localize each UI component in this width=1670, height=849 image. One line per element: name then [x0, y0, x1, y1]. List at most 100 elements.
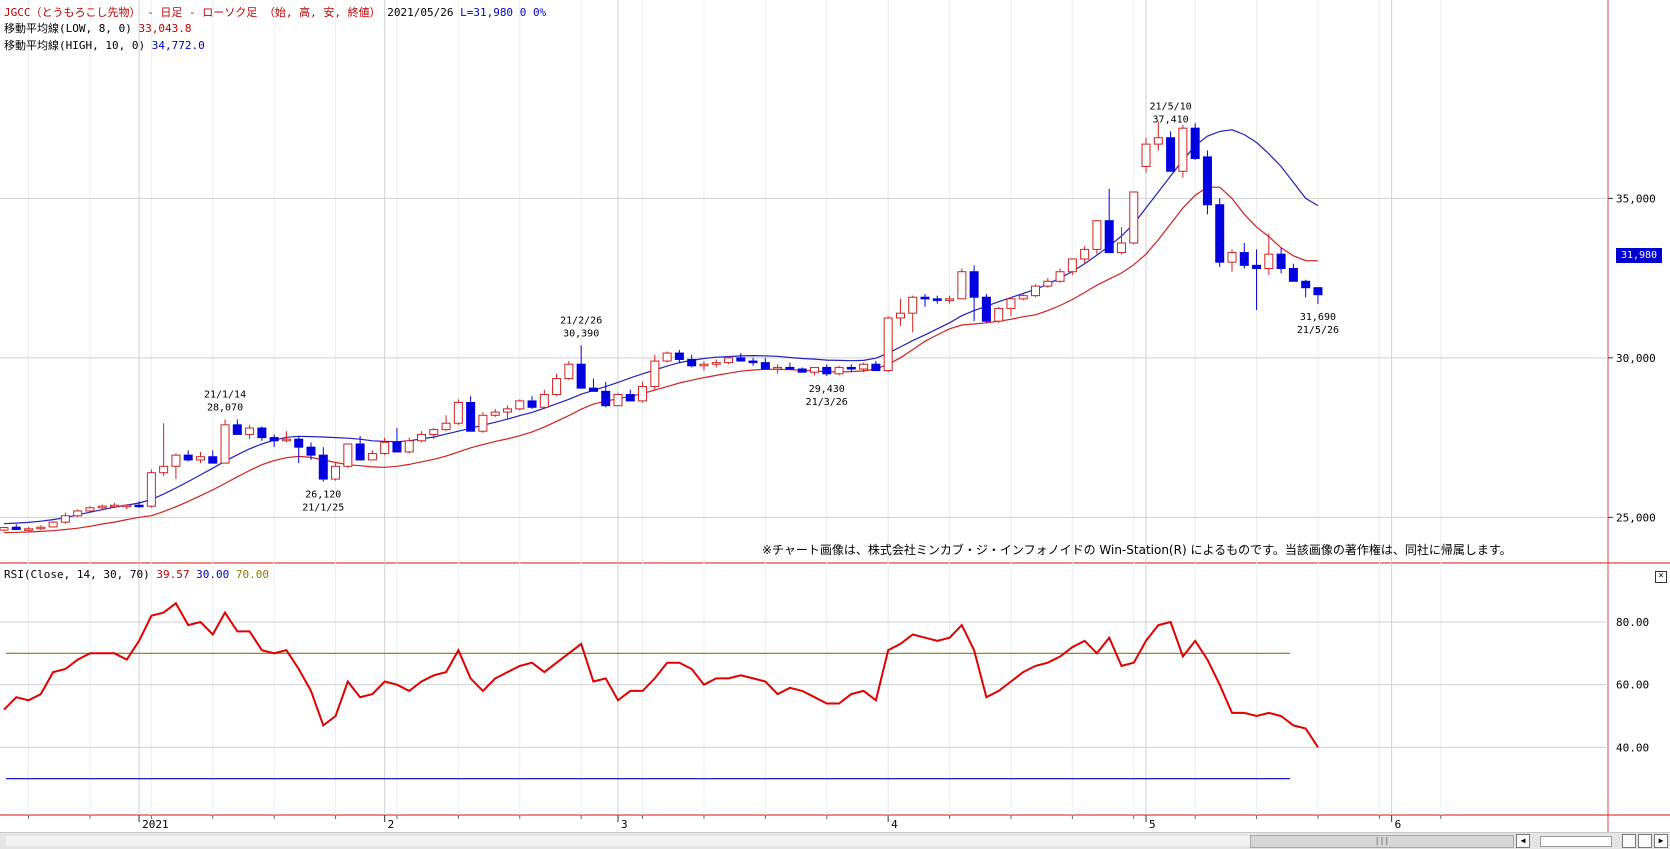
annotation-line-2: 28,070	[207, 402, 243, 413]
candle-down	[871, 363, 881, 372]
candle-down	[932, 298, 942, 301]
x-tick-label: 2	[388, 818, 395, 831]
candle-down	[392, 441, 402, 453]
candle-up	[613, 394, 623, 407]
candle-down	[674, 352, 684, 360]
candle-up	[404, 440, 414, 453]
candle-up	[110, 504, 120, 508]
candle-down	[183, 454, 193, 461]
candle-up	[662, 352, 672, 362]
candle-up	[85, 507, 95, 512]
scroll-left-icon[interactable]: ◀	[1516, 834, 1530, 848]
candle-down	[760, 362, 770, 370]
candle-down	[1252, 264, 1262, 270]
candle-up	[331, 465, 341, 480]
candle-up	[564, 363, 574, 380]
scroll-right-icon[interactable]: ▶	[1654, 834, 1668, 848]
candle-down	[1190, 127, 1200, 159]
candle-up	[48, 521, 58, 528]
candle-down	[355, 443, 365, 461]
candle-down	[736, 357, 746, 362]
rsi-low: 30.00	[196, 568, 230, 581]
candle-up	[908, 296, 918, 314]
candle-up	[171, 454, 181, 467]
x-tick-label: 2021	[142, 818, 169, 831]
rsi-label: RSI(Close, 14, 30, 70)	[4, 568, 150, 581]
annotation-line-1: 21/1/14	[204, 389, 246, 400]
candle-up	[60, 515, 70, 523]
candle-up	[417, 433, 427, 442]
candle-down	[687, 358, 697, 367]
candle-down	[294, 438, 304, 448]
annotation-line-2: 37,410	[1153, 114, 1189, 125]
candle-up	[895, 312, 905, 319]
candle-down	[1104, 220, 1114, 254]
candle-up	[1141, 143, 1151, 167]
candle-up	[1043, 280, 1053, 287]
candle-down	[1239, 252, 1249, 266]
price-tick-label: 25,000	[1616, 511, 1656, 524]
close-icon[interactable]: ×	[1655, 571, 1667, 583]
candle-up	[1264, 253, 1274, 270]
candle-up	[859, 363, 869, 370]
zoom-out-icon[interactable]	[1622, 834, 1636, 848]
candle-down	[1301, 280, 1311, 289]
candle-up	[1018, 295, 1028, 300]
candle-up	[1006, 298, 1016, 309]
horizontal-scrollbar[interactable]: ||| ◀ ▶	[0, 832, 1670, 849]
candle-up	[159, 465, 169, 474]
rsi-tick-label: 80.00	[1616, 616, 1649, 629]
header-date: 2021/05/26	[387, 6, 454, 19]
candle-up	[453, 402, 463, 424]
candle-up	[1178, 127, 1188, 172]
candle-up	[1116, 242, 1126, 254]
copyright-notice: ※チャート画像は、株式会社ミンカブ・ジ・インフォノイドの Win-Station…	[762, 543, 1512, 557]
candle-up	[441, 422, 451, 431]
zoom-in-icon[interactable]	[1638, 834, 1652, 848]
candle-up	[650, 360, 660, 388]
rsi-legend: RSI(Close, 14, 30, 70) 39.57 30.00 70.00	[4, 568, 269, 581]
candle-up	[1129, 191, 1139, 244]
candle-down	[269, 437, 279, 442]
candle-up	[24, 528, 34, 531]
candle-up	[638, 386, 648, 402]
zoom-slider[interactable]	[1540, 836, 1612, 847]
candle-down	[527, 400, 537, 408]
candle-up	[1080, 248, 1090, 260]
candle-down	[318, 454, 328, 480]
annotation-line-1: 21/5/10	[1150, 101, 1192, 112]
ma-low-legend: 移動平均線(LOW, 8, 0) 33,043.8	[4, 20, 191, 36]
candle-up	[0, 527, 9, 531]
candle-down	[232, 424, 242, 435]
candle-up	[245, 427, 255, 435]
x-tick-label: 3	[621, 818, 628, 831]
candle-up	[1227, 252, 1237, 263]
grid-lines	[0, 0, 1670, 832]
candle-down	[576, 363, 586, 389]
candle-up	[36, 526, 46, 530]
ma-high-label: 移動平均線(HIGH, 10, 0)	[4, 39, 146, 52]
candle-down	[785, 366, 795, 370]
candle-up	[552, 378, 562, 396]
annotation-line-1: 21/2/26	[560, 315, 602, 326]
x-tick-label: 6	[1395, 818, 1402, 831]
price-tick-label: 30,000	[1616, 352, 1656, 365]
candle-up	[515, 400, 525, 410]
candle-up	[380, 441, 390, 455]
ma-low-label: 移動平均線(LOW, 8, 0)	[4, 22, 132, 35]
candle-up	[490, 411, 500, 416]
scroll-track[interactable]	[6, 836, 1511, 846]
candle-down	[1166, 137, 1176, 172]
scroll-thumb[interactable]: |||	[1250, 835, 1514, 848]
candle-down	[1215, 204, 1225, 263]
candle-up	[1153, 137, 1163, 145]
header-change: 0	[519, 6, 527, 19]
candle-up	[834, 366, 844, 375]
candle-up	[773, 366, 783, 370]
annotation-line-2: 21/1/25	[302, 503, 344, 514]
indicator-lines	[3, 129, 1319, 780]
rsi-tick-label: 40.00	[1616, 741, 1649, 754]
candle-down	[1202, 156, 1212, 206]
candle-up	[1067, 258, 1077, 273]
candle-up	[724, 357, 734, 364]
